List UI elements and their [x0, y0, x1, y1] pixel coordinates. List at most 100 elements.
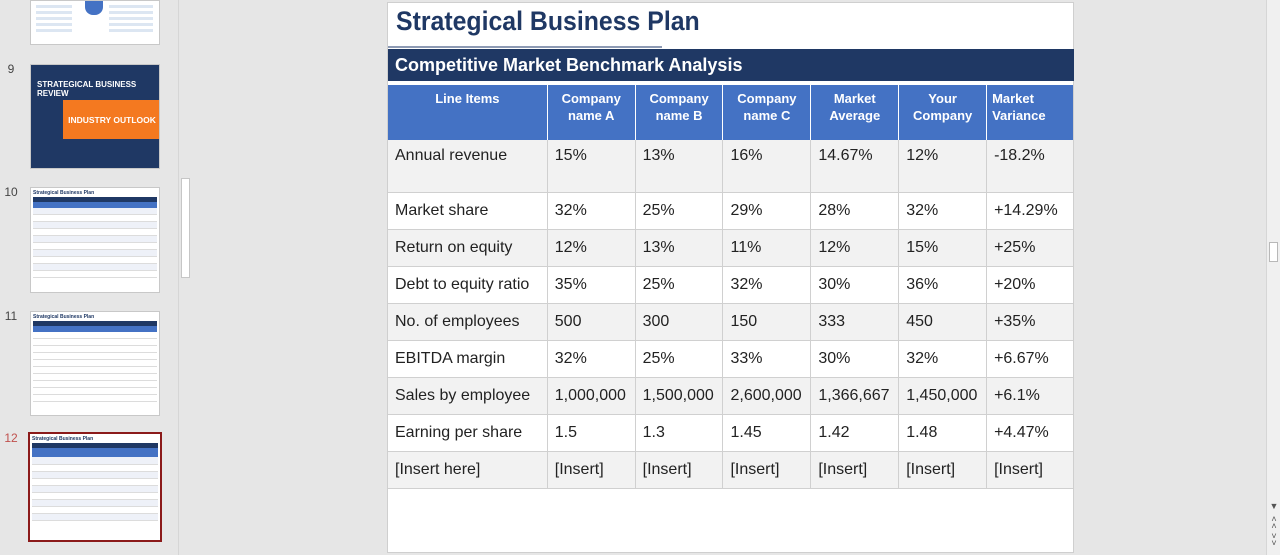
- row-label-cell[interactable]: Earning per share: [388, 414, 548, 452]
- table-cell[interactable]: [Insert]: [722, 451, 812, 489]
- table-cell[interactable]: 1.45: [722, 414, 812, 452]
- table-cell[interactable]: 1.5: [547, 414, 636, 452]
- table-cell[interactable]: 12%: [898, 140, 988, 193]
- table-cell[interactable]: 35%: [547, 266, 636, 304]
- table-cell[interactable]: -18.2%: [986, 140, 1073, 193]
- table-row: Annual revenue 15% 13% 16% 14.67% 12% -18.2%: [388, 140, 1073, 193]
- title-underline: [388, 46, 662, 48]
- table-cell[interactable]: +6.67%: [986, 340, 1073, 378]
- table-cell[interactable]: [Insert]: [898, 451, 988, 489]
- table-row: Debt to equity ratio 35% 25% 32% 30% 36% +20%: [388, 266, 1073, 304]
- slide-thumbnail-9[interactable]: STRATEGICAL BUSINESS REVIEW INDUSTRY OUT…: [30, 64, 160, 169]
- double-chevron-up-icon[interactable]: ˄ ˄: [1271, 514, 1277, 531]
- table-row: Return on equity 12% 13% 11% 12% 15% +25%: [388, 229, 1073, 267]
- table-cell[interactable]: 25%: [635, 266, 724, 304]
- table-row: Sales by employee 1,000,000 1,500,000 2,600…: [388, 377, 1073, 415]
- header-company-c[interactable]: Company name C: [722, 85, 812, 140]
- table-cell[interactable]: 32%: [898, 192, 988, 230]
- row-label-cell[interactable]: Sales by employee: [388, 377, 548, 415]
- slide-thumbnail-10[interactable]: Strategical Business Plan: [30, 187, 160, 293]
- table-cell[interactable]: 29%: [722, 192, 812, 230]
- row-label-cell[interactable]: Debt to equity ratio: [388, 266, 548, 304]
- table-cell[interactable]: 15%: [898, 229, 988, 267]
- table-cell[interactable]: 36%: [898, 266, 988, 304]
- table-cell[interactable]: 14.67%: [810, 140, 900, 193]
- table-cell[interactable]: 1.48: [898, 414, 988, 452]
- section-header[interactable]: Competitive Market Benchmark Analysis: [388, 49, 1074, 81]
- header-company-a[interactable]: Company name A: [547, 85, 636, 140]
- table-row: [Insert here] [Insert] [Insert] [Insert] [In…: [388, 451, 1073, 489]
- double-chevron-down-icon[interactable]: ˅ ˅: [1271, 531, 1277, 548]
- row-label-cell[interactable]: Market share: [388, 192, 548, 230]
- header-market-variance[interactable]: Market Variance: [986, 85, 1073, 140]
- table-cell[interactable]: [Insert]: [810, 451, 900, 489]
- table-cell[interactable]: 25%: [635, 340, 724, 378]
- thumbnail-scrollbar-thumb[interactable]: [181, 178, 190, 278]
- thumb-title: Strategical Business Plan: [32, 436, 94, 442]
- table-cell[interactable]: 1.3: [635, 414, 724, 452]
- table-cell[interactable]: 32%: [722, 266, 812, 304]
- header-company-b[interactable]: Company name B: [635, 85, 724, 140]
- header-your-company[interactable]: Your Company: [898, 85, 988, 140]
- table-cell[interactable]: 450: [898, 303, 988, 341]
- table-cell[interactable]: 13%: [635, 229, 724, 267]
- table-cell[interactable]: +14.29%: [986, 192, 1073, 230]
- table-cell[interactable]: 32%: [898, 340, 988, 378]
- row-label-cell[interactable]: No. of employees: [388, 303, 548, 341]
- table-row: EBITDA margin 32% 25% 33% 30% 32% +6.67%: [388, 340, 1073, 378]
- table-cell[interactable]: 15%: [547, 140, 636, 193]
- table-cell[interactable]: 1.42: [810, 414, 900, 452]
- table-cell[interactable]: +4.47%: [986, 414, 1073, 452]
- vertical-scrollbar[interactable]: ▼ ˄ ˄ ˅ ˅: [1266, 0, 1280, 555]
- table-cell[interactable]: +25%: [986, 229, 1073, 267]
- table-cell[interactable]: +6.1%: [986, 377, 1073, 415]
- table-cell[interactable]: 2,600,000: [722, 377, 812, 415]
- table-row: No. of employees 500 300 150 333 450 +35%: [388, 303, 1073, 341]
- table-cell[interactable]: 1,000,000: [547, 377, 636, 415]
- thumb-subtitle: INDUSTRY OUTLOOK: [63, 100, 159, 139]
- row-label-cell[interactable]: Return on equity: [388, 229, 548, 267]
- table-cell[interactable]: [Insert]: [986, 451, 1073, 489]
- table-cell[interactable]: 13%: [635, 140, 724, 193]
- table-cell[interactable]: 30%: [810, 266, 900, 304]
- table-cell[interactable]: 32%: [547, 340, 636, 378]
- slide-editing-canvas[interactable]: Strategical Business Plan Competitive Ma…: [193, 0, 1266, 555]
- table-cell[interactable]: +35%: [986, 303, 1073, 341]
- table-cell[interactable]: 1,450,000: [898, 377, 988, 415]
- table-cell[interactable]: 28%: [810, 192, 900, 230]
- slide-thumbnail-8[interactable]: [30, 0, 160, 45]
- table-cell[interactable]: 1,366,667: [810, 377, 900, 415]
- slide-title[interactable]: Strategical Business Plan: [396, 6, 700, 36]
- table-cell[interactable]: 32%: [547, 192, 636, 230]
- table-cell[interactable]: [Insert]: [635, 451, 724, 489]
- row-label-cell[interactable]: Annual revenue: [388, 140, 548, 193]
- thumbnail-scrollbar[interactable]: [178, 0, 193, 555]
- thumb-title: Strategical Business Plan: [33, 314, 95, 320]
- table-row: Earning per share 1.5 1.3 1.45 1.42 1.48 +4.47…: [388, 414, 1073, 452]
- vertical-scrollbar-thumb[interactable]: [1269, 242, 1278, 262]
- table-cell[interactable]: 30%: [810, 340, 900, 378]
- slide-thumbnail-12[interactable]: Strategical Business Plan: [28, 432, 162, 542]
- slide-thumbnail-11[interactable]: Strategical Business Plan: [30, 311, 160, 416]
- table-cell[interactable]: 12%: [810, 229, 900, 267]
- row-label-cell[interactable]: EBITDA margin: [388, 340, 548, 378]
- header-market-average[interactable]: Market Average: [810, 85, 900, 140]
- slide-thumbnail-pane[interactable]: 9 STRATEGICAL BUSINESS REVIEW INDUSTRY O…: [0, 0, 178, 555]
- table-cell[interactable]: 150: [722, 303, 812, 341]
- header-line-items[interactable]: Line Items: [388, 85, 548, 140]
- table-cell[interactable]: 1,500,000: [635, 377, 724, 415]
- table-cell[interactable]: 500: [547, 303, 636, 341]
- table-cell[interactable]: 12%: [547, 229, 636, 267]
- benchmark-table[interactable]: Line Items Company name A Company name B…: [388, 85, 1073, 489]
- table-cell[interactable]: 333: [810, 303, 900, 341]
- slide-12[interactable]: Strategical Business Plan Competitive Ma…: [387, 2, 1074, 553]
- table-cell[interactable]: 33%: [722, 340, 812, 378]
- table-cell[interactable]: +20%: [986, 266, 1073, 304]
- chevron-down-icon[interactable]: ▼: [1269, 501, 1279, 511]
- row-label-cell[interactable]: [Insert here]: [388, 451, 548, 489]
- table-cell[interactable]: 16%: [722, 140, 812, 193]
- table-cell[interactable]: [Insert]: [547, 451, 636, 489]
- table-cell[interactable]: 11%: [722, 229, 812, 267]
- table-cell[interactable]: 300: [635, 303, 724, 341]
- table-cell[interactable]: 25%: [635, 192, 724, 230]
